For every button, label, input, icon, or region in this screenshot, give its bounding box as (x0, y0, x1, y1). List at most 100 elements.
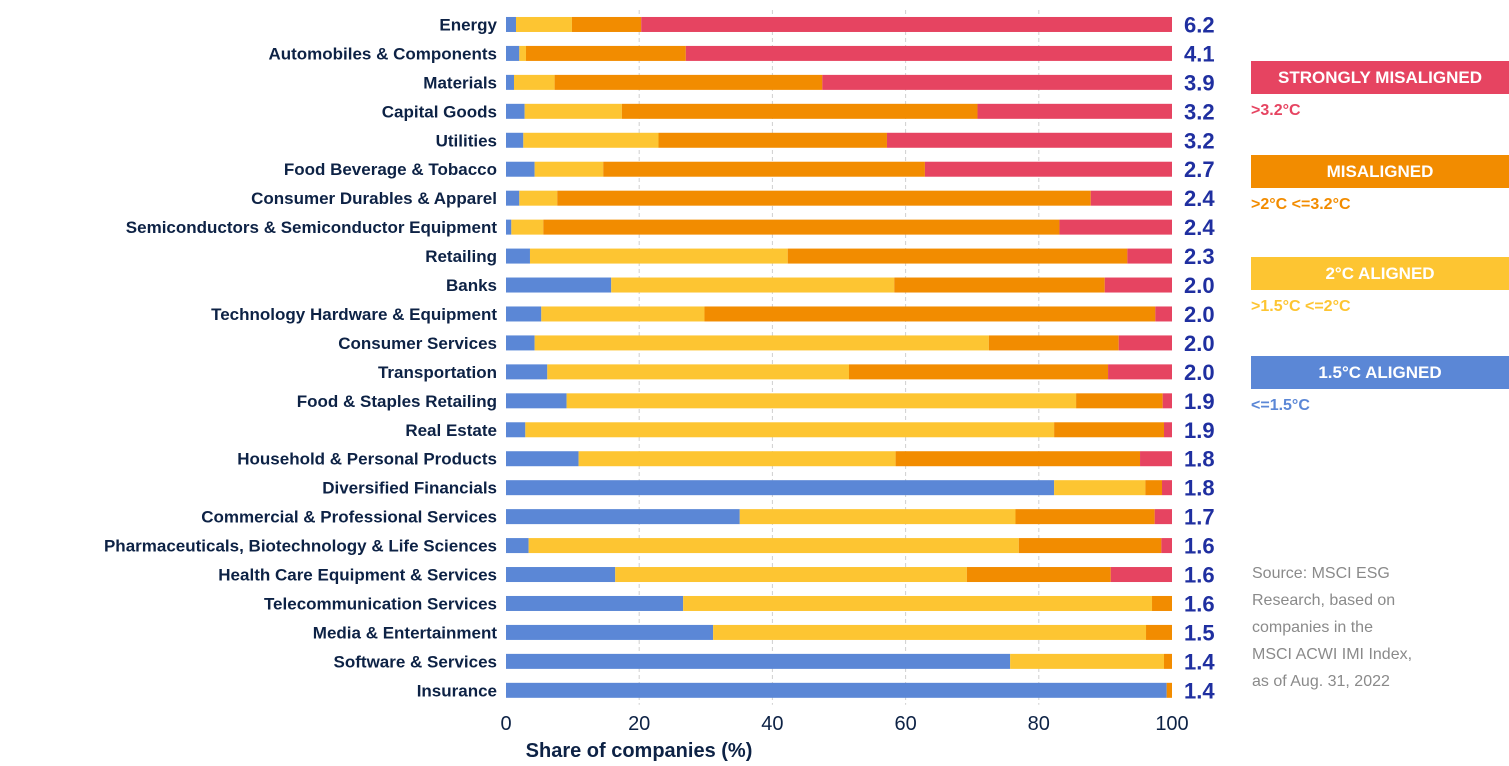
bar-segment (1076, 393, 1163, 409)
bar-segment (511, 219, 544, 235)
temperature-label: 1.8 (1184, 447, 1215, 472)
x-tick-label: 100 (1155, 713, 1188, 735)
bar-segment (787, 248, 1128, 264)
bar-segment (1054, 480, 1146, 496)
temperature-label: 2.0 (1184, 302, 1215, 327)
bar-segment (506, 509, 740, 525)
bar-segment (1152, 595, 1172, 611)
bar-segment (566, 393, 1077, 409)
bar-segment (506, 595, 684, 611)
bar-segment (611, 277, 895, 293)
source-note: Source: MSCI ESG Research, based on comp… (1252, 560, 1502, 695)
bar-segment (506, 16, 516, 32)
source-line: as of Aug. 31, 2022 (1252, 673, 1390, 690)
bar-segment (1010, 653, 1165, 669)
x-axis-title: Share of companies (%) (526, 740, 753, 762)
bar-segment (519, 45, 526, 61)
category-label: Utilities (436, 131, 497, 150)
bar-segment (506, 161, 535, 177)
bar-segment (1015, 509, 1155, 525)
bar-segment (528, 538, 1019, 554)
category-label: Insurance (417, 681, 497, 700)
bar-segment (557, 190, 1091, 206)
bar-segment (506, 248, 530, 264)
temperature-label: 6.2 (1184, 12, 1215, 37)
bar-segment (506, 451, 579, 467)
bar-segment (506, 538, 529, 554)
bar-segment (739, 509, 1016, 525)
bar-segment (523, 132, 659, 148)
bar-segment (506, 682, 1167, 698)
bar-segment (1145, 480, 1163, 496)
bar-segment (848, 364, 1109, 380)
x-tick-label: 20 (628, 713, 650, 735)
bar-segment (524, 103, 622, 119)
x-tick-label: 60 (894, 713, 916, 735)
bar-segment (1164, 653, 1172, 669)
temperature-labels: 6.2 4.1 3.9 3.2 3.2 2.7 2.4 2.4 2.3 2.0 2.0 2.0 2.0 1… (1184, 12, 1215, 703)
bar-segment (658, 132, 887, 148)
temperature-label: 1.4 (1184, 649, 1215, 674)
bar-segment (1154, 509, 1172, 525)
bar-segment (1108, 364, 1172, 380)
bar-segment (519, 190, 558, 206)
bar-segment (506, 364, 548, 380)
temperature-label: 1.6 (1184, 563, 1215, 588)
temperature-label: 1.5 (1184, 620, 1215, 645)
bar-segment (541, 306, 705, 322)
bar-segment (615, 567, 967, 583)
bar-segment (1059, 219, 1172, 235)
x-tick-label: 80 (1028, 713, 1050, 735)
bar-segment (534, 335, 989, 351)
bar-segment (621, 103, 978, 119)
bar-segment (506, 103, 525, 119)
source-line: companies in the (1252, 619, 1373, 636)
bar-segment (1018, 538, 1162, 554)
temperature-label: 1.4 (1184, 678, 1215, 703)
temperature-label: 2.3 (1184, 244, 1215, 269)
bar-segment (506, 219, 512, 235)
bar-segment (894, 277, 1105, 293)
bar-segment (1140, 451, 1172, 467)
bar-segment (603, 161, 925, 177)
legend-1-5c-aligned-range: <=1.5°C (1251, 397, 1310, 414)
temperature-label: 2.0 (1184, 360, 1215, 385)
temperature-label: 3.2 (1184, 128, 1215, 153)
legend-2c-aligned-range: >1.5°C <=2°C (1251, 298, 1351, 315)
category-label: Real Estate (405, 421, 497, 440)
legend-misaligned-range: >2°C <=3.2°C (1251, 196, 1351, 213)
bar-segment (506, 422, 526, 438)
category-label: Semiconductors & Semiconductor Equipment (126, 218, 498, 237)
temperature-label: 2.4 (1184, 215, 1215, 240)
temperature-label: 2.4 (1184, 186, 1215, 211)
category-label: Household & Personal Products (237, 450, 497, 469)
bar-segment (1146, 624, 1172, 640)
source-line: MSCI ACWI IMI Index, (1252, 646, 1413, 663)
bar-segment (1162, 480, 1172, 496)
bar-segment (1110, 567, 1172, 583)
category-label: Food Beverage & Tobacco (284, 160, 497, 179)
temperature-label: 1.8 (1184, 476, 1215, 501)
bar-segment (1155, 306, 1172, 322)
category-label: Banks (446, 276, 497, 295)
grid-lines (638, 10, 1040, 705)
temperature-label: 4.1 (1184, 41, 1215, 66)
bar-segment (713, 624, 1147, 640)
bar-segment (506, 653, 1011, 669)
legend-1-5c-aligned: 1.5°C ALIGNED <=1.5°C (1251, 356, 1509, 415)
bar-segment (506, 480, 1055, 496)
bar-segment (506, 624, 714, 640)
bar-segment (578, 451, 896, 467)
temperature-label: 1.6 (1184, 534, 1215, 559)
bar-segment (543, 219, 1060, 235)
temperature-label: 1.9 (1184, 418, 1215, 443)
bar-segment (1104, 277, 1172, 293)
temperature-label: 2.0 (1184, 273, 1215, 298)
legend-misaligned-label: MISALIGNED (1251, 155, 1509, 188)
bar-segment (506, 567, 616, 583)
category-label: Consumer Durables & Apparel (251, 189, 497, 208)
bar-segment (1054, 422, 1165, 438)
source-line: Research, based on (1252, 592, 1396, 609)
bar-segment (1161, 538, 1172, 554)
